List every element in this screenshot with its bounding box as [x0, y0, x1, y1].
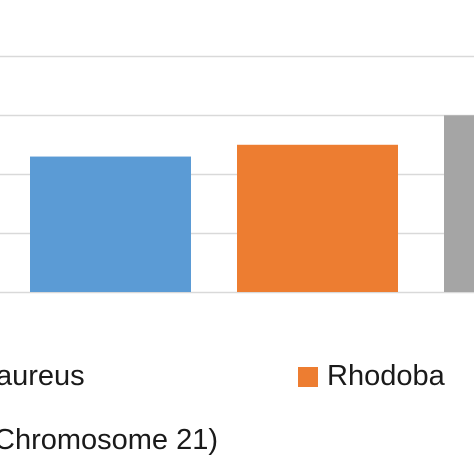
legend-item-rhodoba: Rhodoba [298, 360, 445, 393]
chart-caption: Chromosome 21) [0, 424, 219, 456]
legend-label-aureus: aureus [0, 360, 85, 392]
bar-aureus [30, 156, 191, 292]
legend-swatch-rhodoba [298, 366, 318, 387]
legend-item-aureus: aureus [0, 360, 85, 393]
bar-rhodoba [237, 144, 398, 292]
legend-label-rhodoba: Rhodoba [327, 360, 445, 392]
bar-series-3 [444, 115, 474, 292]
